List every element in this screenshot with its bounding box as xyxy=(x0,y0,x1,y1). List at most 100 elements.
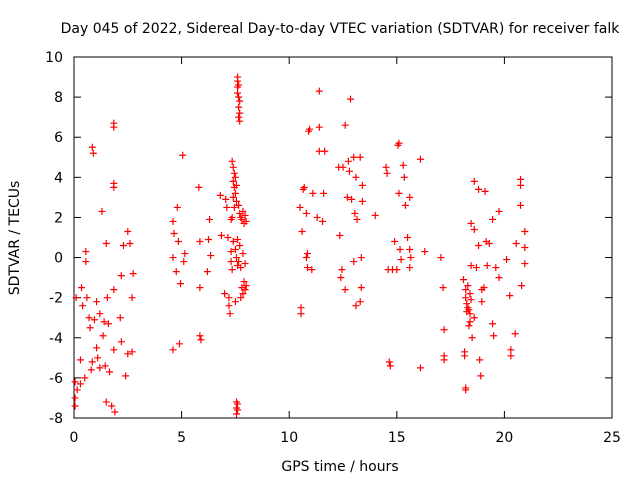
data-point xyxy=(237,264,245,272)
data-point xyxy=(73,386,81,394)
x-axis-title: GPS time / hours xyxy=(281,459,398,475)
data-point xyxy=(232,254,240,262)
data-point xyxy=(230,203,238,211)
data-point xyxy=(472,264,480,272)
data-point xyxy=(235,113,243,121)
data-point xyxy=(421,248,429,256)
data-point xyxy=(462,294,470,302)
data-point xyxy=(437,254,445,262)
plot-frame xyxy=(73,56,613,419)
data-point xyxy=(467,219,475,227)
data-point xyxy=(197,336,205,344)
data-point xyxy=(83,294,91,302)
data-point xyxy=(406,193,414,201)
data-point xyxy=(475,185,483,193)
data-point xyxy=(397,256,405,264)
data-point xyxy=(129,270,137,278)
data-point xyxy=(358,181,366,189)
data-point xyxy=(236,242,244,250)
y-tick-label: -6 xyxy=(49,371,63,387)
data-point xyxy=(308,266,316,274)
data-point xyxy=(94,354,102,362)
data-point xyxy=(82,258,90,266)
data-point xyxy=(231,246,239,254)
data-point xyxy=(225,302,233,310)
data-point xyxy=(88,358,96,366)
data-point xyxy=(235,103,243,111)
data-point xyxy=(222,195,230,203)
data-point xyxy=(122,372,130,380)
data-point xyxy=(302,254,310,262)
data-point xyxy=(511,330,519,338)
y-tick-label: 8 xyxy=(54,90,63,106)
data-point xyxy=(468,334,476,342)
data-point xyxy=(71,378,79,386)
data-point xyxy=(226,310,234,318)
data-point xyxy=(309,189,317,197)
data-point xyxy=(239,290,247,298)
x-tick-label: 5 xyxy=(177,430,186,446)
data-point xyxy=(439,284,447,292)
data-point xyxy=(485,240,493,248)
data-point xyxy=(481,187,489,195)
data-point xyxy=(234,77,242,85)
data-point xyxy=(207,252,215,260)
data-point xyxy=(71,394,79,402)
data-point xyxy=(234,400,242,408)
data-point xyxy=(93,344,101,352)
data-point xyxy=(221,290,229,298)
data-point xyxy=(206,215,214,223)
data-point xyxy=(302,209,310,217)
data-point xyxy=(106,368,114,376)
data-point xyxy=(108,402,116,410)
data-point xyxy=(110,286,118,294)
data-point xyxy=(101,362,109,370)
data-point xyxy=(406,246,414,254)
data-point xyxy=(228,157,236,165)
data-point xyxy=(337,274,345,282)
data-point xyxy=(462,384,470,392)
data-point xyxy=(464,282,472,290)
data-point xyxy=(229,193,237,201)
data-point xyxy=(357,254,365,262)
data-point xyxy=(303,264,311,272)
data-point xyxy=(227,258,235,266)
data-point xyxy=(350,153,358,161)
chart-title: Day 045 of 2022, Sidereal Day-to-day VTE… xyxy=(61,21,621,37)
data-point xyxy=(503,256,511,264)
data-point xyxy=(228,213,236,221)
data-point xyxy=(341,286,349,294)
y-tick-label: 0 xyxy=(54,251,63,267)
data-point xyxy=(96,310,104,318)
data-point xyxy=(400,173,408,181)
data-point xyxy=(297,310,305,318)
data-point xyxy=(100,318,108,326)
data-point xyxy=(177,280,185,288)
data-point xyxy=(341,121,349,129)
data-point xyxy=(470,177,478,185)
data-point xyxy=(396,246,404,254)
data-point xyxy=(521,244,529,252)
data-point xyxy=(239,207,247,215)
y-tick-label: -4 xyxy=(49,331,63,347)
y-tick-label: 2 xyxy=(54,210,63,226)
data-point xyxy=(467,262,475,270)
data-point xyxy=(512,240,520,248)
data-point xyxy=(492,264,500,272)
data-point xyxy=(172,268,180,276)
data-point xyxy=(407,254,415,262)
data-point xyxy=(495,207,503,215)
data-point xyxy=(517,175,525,183)
data-point xyxy=(86,324,94,332)
y-tick-label: 4 xyxy=(54,170,63,186)
data-point xyxy=(352,302,360,310)
data-point xyxy=(234,406,242,414)
data-point xyxy=(483,262,491,270)
data-point xyxy=(319,217,327,225)
x-tick-label: 25 xyxy=(603,430,621,446)
data-point xyxy=(232,197,240,205)
data-point xyxy=(315,123,323,131)
data-point xyxy=(475,242,483,250)
data-point xyxy=(358,197,366,205)
